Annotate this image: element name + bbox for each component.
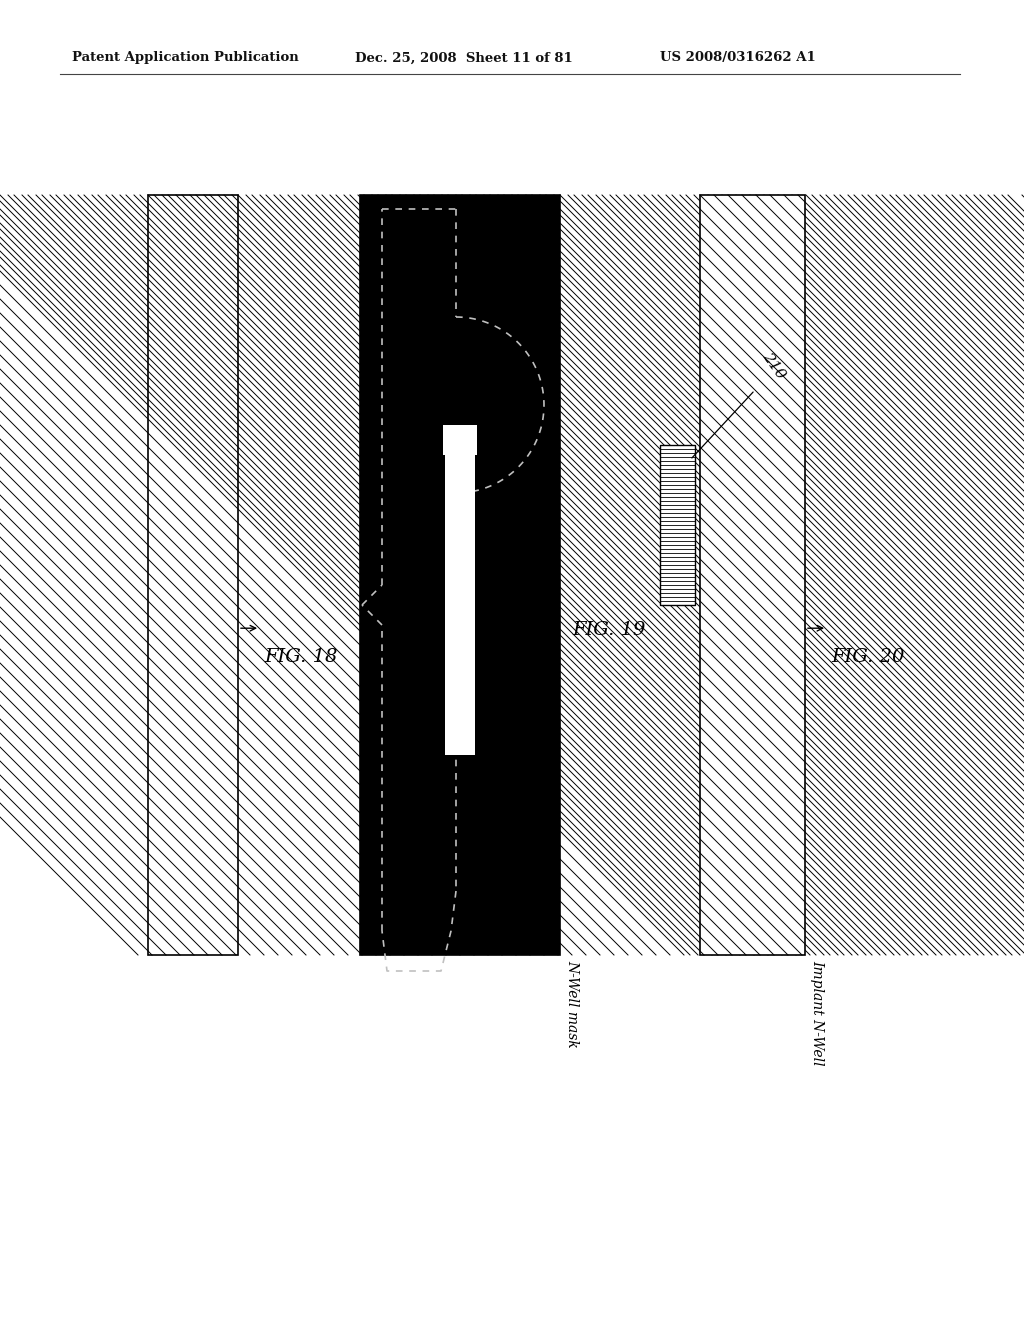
Bar [700,195,805,954]
Bar [660,445,695,605]
Text: US 2008/0316262 A1: US 2008/0316262 A1 [660,51,816,65]
Bar [445,455,475,755]
Text: Implant N-Well: Implant N-Well [810,960,824,1065]
Text: FIG. 20: FIG. 20 [831,648,904,667]
Text: Patent Application Publication: Patent Application Publication [72,51,299,65]
Bar [360,195,560,954]
Text: FIG. 19: FIG. 19 [572,620,645,639]
Bar [148,195,238,954]
Bar [443,425,477,455]
Text: 210: 210 [760,350,788,381]
Text: N-Well mask: N-Well mask [565,960,579,1048]
Text: FIG. 18: FIG. 18 [264,648,337,667]
Text: Dec. 25, 2008  Sheet 11 of 81: Dec. 25, 2008 Sheet 11 of 81 [355,51,572,65]
